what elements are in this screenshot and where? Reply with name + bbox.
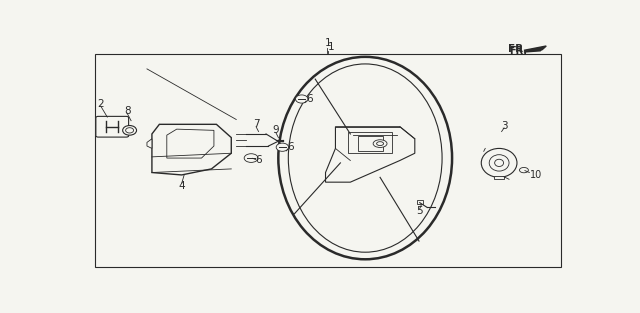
Text: FR.: FR. xyxy=(509,46,527,56)
Ellipse shape xyxy=(123,126,136,135)
Text: 7: 7 xyxy=(253,119,259,129)
Bar xyxy=(494,177,504,179)
FancyBboxPatch shape xyxy=(96,116,129,137)
Ellipse shape xyxy=(520,167,529,173)
Text: 10: 10 xyxy=(531,170,543,180)
Polygon shape xyxy=(152,124,231,175)
Text: 3: 3 xyxy=(500,121,508,131)
Text: 8: 8 xyxy=(124,106,131,116)
Text: 1: 1 xyxy=(328,42,335,52)
Text: 5: 5 xyxy=(417,206,423,216)
Ellipse shape xyxy=(495,159,504,167)
Polygon shape xyxy=(147,139,152,148)
Ellipse shape xyxy=(278,57,452,259)
Bar xyxy=(348,131,392,153)
Text: 4: 4 xyxy=(179,181,185,191)
Text: 9: 9 xyxy=(273,125,279,135)
Polygon shape xyxy=(524,46,547,50)
Ellipse shape xyxy=(288,64,442,252)
Text: FR.: FR. xyxy=(508,44,527,54)
Ellipse shape xyxy=(481,148,517,177)
Text: 6: 6 xyxy=(306,94,312,104)
Polygon shape xyxy=(326,127,415,182)
Bar xyxy=(358,136,383,151)
Polygon shape xyxy=(524,47,544,52)
Bar xyxy=(95,54,561,267)
Ellipse shape xyxy=(276,143,289,151)
Ellipse shape xyxy=(373,140,387,147)
Text: 2: 2 xyxy=(97,99,104,109)
Ellipse shape xyxy=(125,128,134,133)
Polygon shape xyxy=(167,129,214,158)
Text: 6: 6 xyxy=(255,156,262,166)
Ellipse shape xyxy=(489,155,509,171)
Bar xyxy=(417,200,423,204)
Text: 6: 6 xyxy=(287,142,294,152)
Ellipse shape xyxy=(296,95,308,103)
Text: 1: 1 xyxy=(324,38,332,49)
Ellipse shape xyxy=(376,142,383,146)
Ellipse shape xyxy=(244,154,258,162)
